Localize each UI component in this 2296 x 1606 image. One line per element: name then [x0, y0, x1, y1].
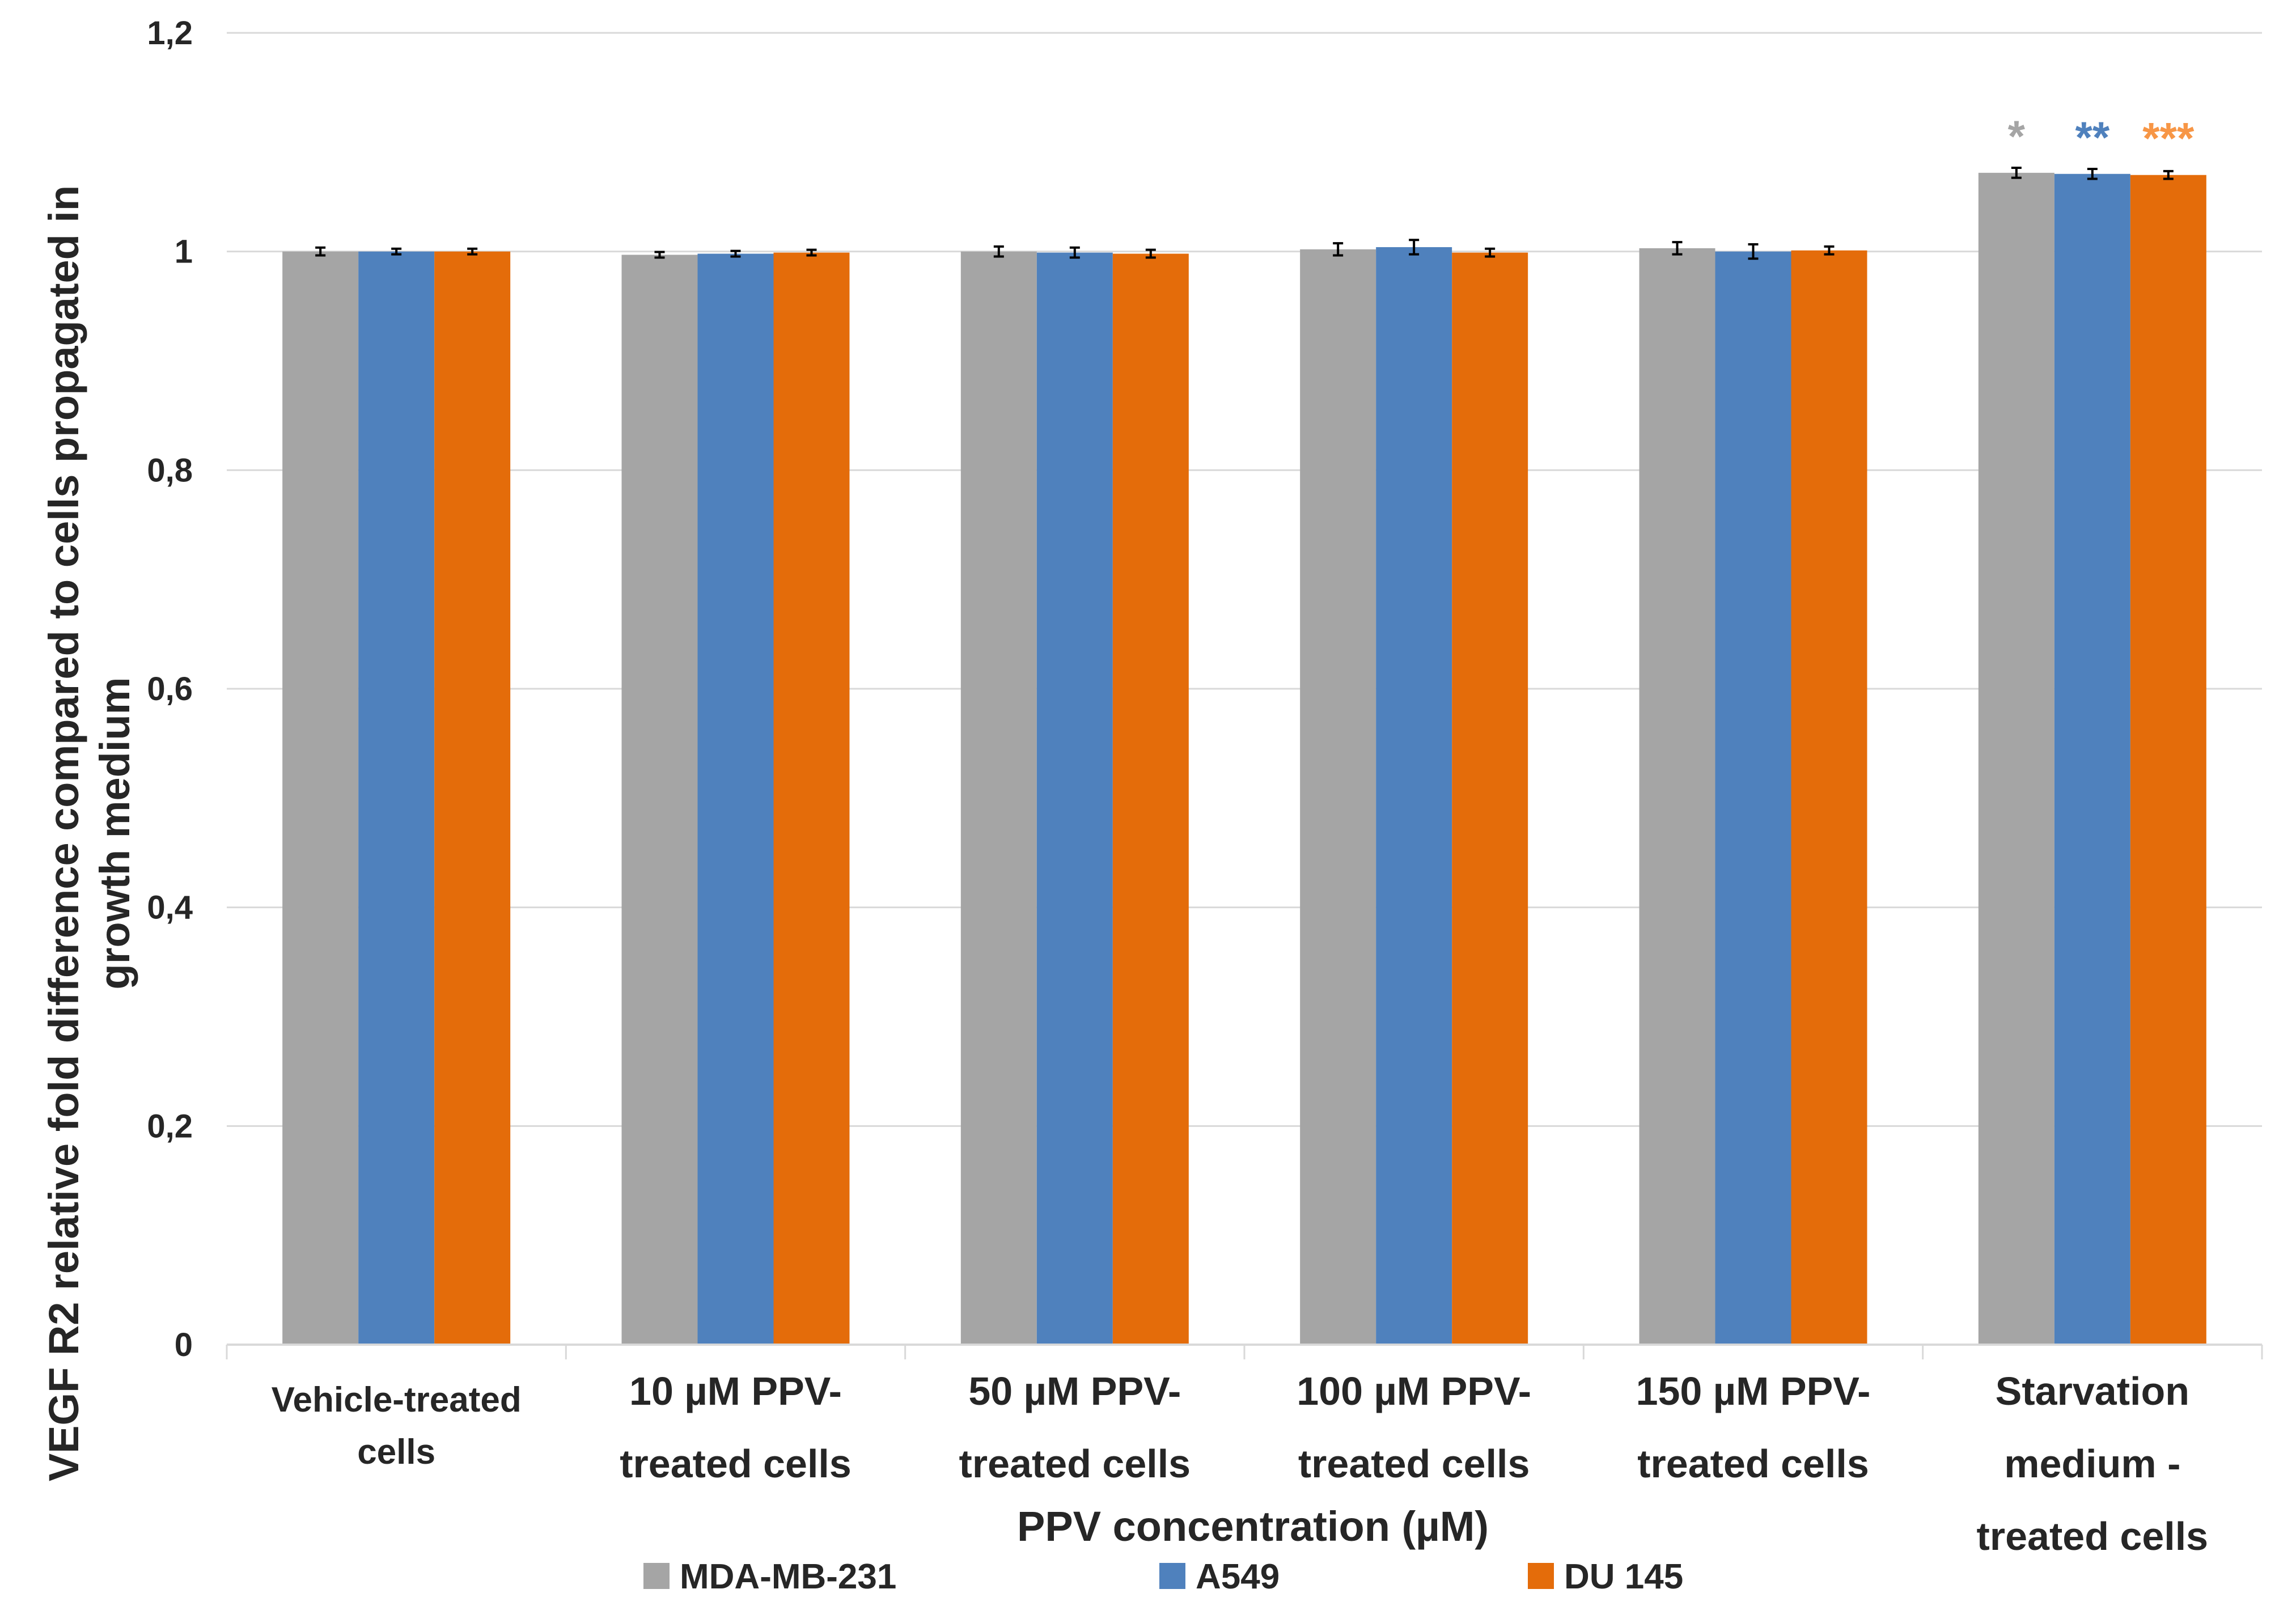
x-category-label: 10 µM PPV-treated cells	[620, 1369, 852, 1486]
significance-marker: *	[2008, 111, 2026, 161]
error-bars	[315, 167, 2174, 260]
bar	[358, 251, 435, 1345]
x-category-label: Starvation medium - treated cells	[1977, 1369, 2209, 1558]
legend-swatch	[643, 1563, 670, 1589]
legend-swatch	[1159, 1563, 1185, 1589]
bar	[434, 251, 511, 1345]
x-category-label-line: treated cells	[959, 1442, 1191, 1486]
y-tick-label: 0	[175, 1327, 193, 1363]
bar	[2130, 175, 2206, 1345]
bar	[1791, 250, 1867, 1345]
bar	[697, 253, 774, 1345]
bar	[2054, 173, 2130, 1345]
x-category-label-line: cells	[357, 1433, 435, 1472]
grid-lines	[227, 32, 2262, 1127]
bar	[621, 255, 698, 1345]
y-tick-label: 0,4	[147, 889, 193, 926]
significance-marker: ***	[2142, 113, 2195, 163]
y-tick-label: 0,2	[147, 1108, 193, 1145]
labels: 0 0,2 0,4 0,6 0,8 1 1,2 Vehicle-treated cells 10 …	[40, 15, 2208, 1558]
bar	[1978, 172, 2054, 1345]
bars	[282, 172, 2206, 1345]
bar	[1715, 251, 1791, 1345]
x-category-label-line: treated cells	[1637, 1442, 1869, 1486]
x-category-label-line: treated cells	[620, 1442, 852, 1486]
bar	[1300, 249, 1376, 1345]
legend-swatch	[1528, 1563, 1554, 1589]
x-category-label: 100 µM PPV-treated cells	[1297, 1369, 1531, 1486]
bar	[1639, 248, 1715, 1345]
x-category-label-line: 150 µM PPV-	[1636, 1369, 1871, 1413]
x-category-label-line: 50 µM PPV-	[968, 1369, 1181, 1413]
y-tick-label: 0,6	[147, 671, 193, 707]
axes	[226, 1344, 2263, 1359]
x-category-label-line: Starvation	[1996, 1369, 2189, 1413]
bar	[1036, 252, 1113, 1345]
bar	[282, 251, 359, 1345]
x-category-label-line: treated cells	[1298, 1442, 1530, 1486]
legend: MDA-MB-231 A549 DU 145	[643, 1557, 1683, 1596]
y-tick-label: 1	[175, 234, 193, 270]
x-axis-title: PPV concentration (µM)	[1017, 1503, 1489, 1550]
x-category-label-line: 100 µM PPV-	[1297, 1369, 1531, 1413]
x-category-label-line: treated cells	[1977, 1514, 2209, 1558]
legend-label: DU 145	[1564, 1557, 1683, 1596]
legend-label: A549	[1196, 1557, 1280, 1596]
bar	[1112, 253, 1189, 1345]
y-tick-label: 0,8	[147, 452, 193, 489]
x-category-label: 50 µM PPV-treated cells	[959, 1369, 1191, 1486]
y-axis-title-line: growth medium	[91, 677, 138, 990]
bar	[1452, 252, 1528, 1345]
y-tick-label: 1,2	[147, 15, 193, 52]
bar	[773, 252, 850, 1345]
x-category-label-line: 10 µM PPV-	[629, 1369, 842, 1413]
y-axis-title-line: VEGF R2 relative fold difference compare…	[40, 185, 87, 1481]
x-category-label: Vehicle-treated cells	[272, 1380, 522, 1472]
significance-marker: **	[2075, 112, 2109, 162]
y-axis-title: VEGF R2 relative fold difference compare…	[40, 185, 138, 1481]
x-category-label-line: medium -	[2004, 1442, 2180, 1486]
x-category-label-line: Vehicle-treated	[272, 1380, 522, 1419]
legend-label: MDA-MB-231	[680, 1557, 896, 1596]
bar	[960, 251, 1037, 1345]
x-category-label: 150 µM PPV-treated cells	[1636, 1369, 1871, 1486]
bar	[1376, 247, 1452, 1345]
